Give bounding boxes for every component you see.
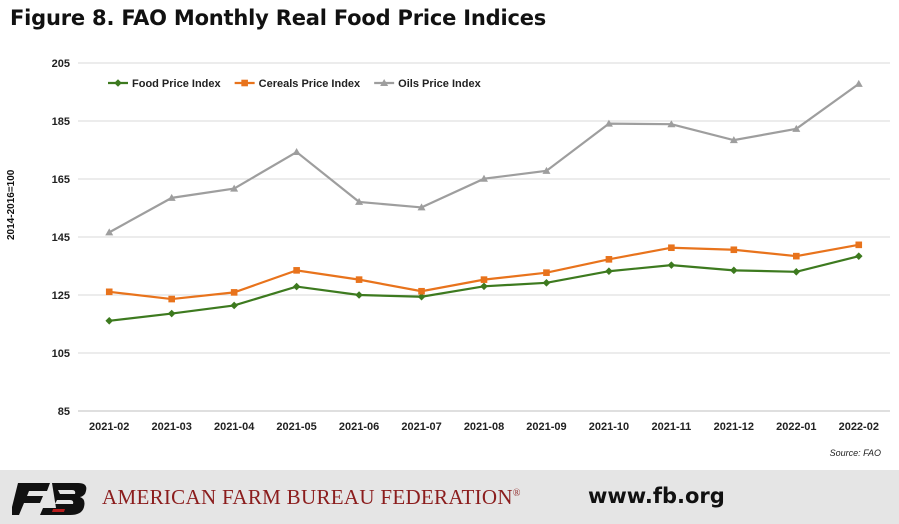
x-tick-label: 2021-06 xyxy=(339,421,379,433)
axis-ticks: 85 105 125 145 165 185 205 2021-02 2021-03 2021-0… xyxy=(52,58,879,433)
x-tick-label: 2021-09 xyxy=(526,421,566,433)
x-tick-label: 2021-10 xyxy=(589,421,629,433)
y-tick-label: 105 xyxy=(52,348,70,360)
food-price-index-point xyxy=(167,309,176,318)
food-price-index-point xyxy=(230,301,238,310)
food-price-index-point xyxy=(854,252,863,260)
legend-item-cereals-price-index: Cereals Price Index xyxy=(234,78,361,90)
cereals-price-index-point xyxy=(543,269,550,276)
oils-price-index-point xyxy=(355,197,364,205)
legend: Food Price Index Cereals Price Index Oils … xyxy=(108,78,482,90)
x-tick-label: 2021-07 xyxy=(401,421,441,433)
legend-item-food-price-index: Food Price Index xyxy=(108,78,222,90)
food-price-index-point xyxy=(792,268,801,276)
y-tick-label: 125 xyxy=(52,290,70,302)
website-link[interactable]: www.fb.org xyxy=(588,484,725,508)
cereals-price-index-point xyxy=(480,276,488,283)
oils-price-index-point xyxy=(480,174,488,182)
oils-price-index-point xyxy=(729,136,738,144)
food-price-index-series xyxy=(105,252,863,325)
food-price-index-point xyxy=(605,267,613,276)
y-tick-label: 165 xyxy=(52,174,70,186)
y-axis-label: 2014-2016=100 xyxy=(6,169,17,240)
oils-price-index-point xyxy=(105,228,114,236)
legend-label: Cereals Price Index xyxy=(259,78,361,90)
page-title: Figure 8. FAO Monthly Real Food Price In… xyxy=(10,6,547,30)
cereals-price-index-point xyxy=(355,276,363,283)
legend-marker xyxy=(380,79,389,86)
x-tick-label: 2021-04 xyxy=(214,421,255,433)
cereals-price-index-point xyxy=(605,256,613,263)
food-price-index-point xyxy=(292,282,301,291)
series-lines xyxy=(105,79,863,325)
cereals-price-index-point xyxy=(793,252,800,260)
oils-price-index-line xyxy=(108,82,860,234)
footer-banner: AMERICAN FARM BUREAU FEDERATION® www.fb.… xyxy=(0,470,899,524)
food-price-index-point xyxy=(417,292,426,301)
oils-price-index-point xyxy=(667,120,676,128)
oils-price-index-point xyxy=(230,184,239,192)
oils-price-index-point xyxy=(167,193,176,201)
cereals-price-index-point xyxy=(855,241,863,249)
cereals-price-index-point xyxy=(418,287,425,295)
food-price-index-point xyxy=(667,261,676,269)
y-tick-label: 145 xyxy=(52,232,70,244)
oils-price-index-series xyxy=(105,79,863,236)
cereals-price-index-point xyxy=(668,244,675,252)
source-note: Source: FAO xyxy=(829,448,881,458)
cereals-price-index-series xyxy=(105,241,863,303)
cereals-price-index-point xyxy=(168,295,175,303)
legend-label: Food Price Index xyxy=(132,78,222,90)
food-price-index-point xyxy=(105,317,114,325)
x-tick-label: 2022-02 xyxy=(839,421,879,433)
oils-price-index-point xyxy=(417,203,426,211)
legend-label: Oils Price Index xyxy=(398,78,481,90)
x-tick-label: 2021-11 xyxy=(652,421,692,433)
legend-marker xyxy=(114,79,122,87)
cereals-price-index-point xyxy=(105,288,113,296)
fb-logo-icon xyxy=(12,483,87,515)
x-tick-label: 2021-02 xyxy=(89,421,129,433)
food-price-index-point xyxy=(542,279,551,287)
x-tick-label: 2021-12 xyxy=(714,421,754,433)
cereals-price-index-point xyxy=(730,246,738,254)
oils-price-index-point xyxy=(604,119,613,127)
line-chart: 85 105 125 145 165 185 205 2021-02 2021-03 2021-0… xyxy=(52,58,890,433)
x-tick-label: 2021-05 xyxy=(276,421,316,433)
cereals-price-index-line xyxy=(109,243,859,301)
x-tick-label: 2021-03 xyxy=(152,421,192,433)
legend-marker xyxy=(241,79,248,87)
y-tick-label: 85 xyxy=(58,406,70,418)
organization-name: AMERICAN FARM BUREAU FEDERATION® xyxy=(102,485,521,509)
cereals-price-index-point xyxy=(230,289,238,296)
oils-price-index-point xyxy=(542,166,551,174)
oils-price-index-point xyxy=(792,124,801,132)
oils-price-index-point xyxy=(292,148,301,156)
cereals-price-index-point xyxy=(293,267,300,274)
oils-price-index-point xyxy=(854,79,863,87)
food-price-index-point xyxy=(480,282,488,291)
legend-item-oils-price-index: Oils Price Index xyxy=(374,78,482,90)
y-tick-label: 205 xyxy=(52,58,70,70)
y-tick-label: 185 xyxy=(52,116,70,128)
food-price-index-point xyxy=(355,291,363,299)
gridlines xyxy=(78,62,890,412)
x-tick-label: 2022-01 xyxy=(776,421,816,433)
x-tick-label: 2021-08 xyxy=(464,421,504,433)
food-price-index-point xyxy=(730,266,738,275)
